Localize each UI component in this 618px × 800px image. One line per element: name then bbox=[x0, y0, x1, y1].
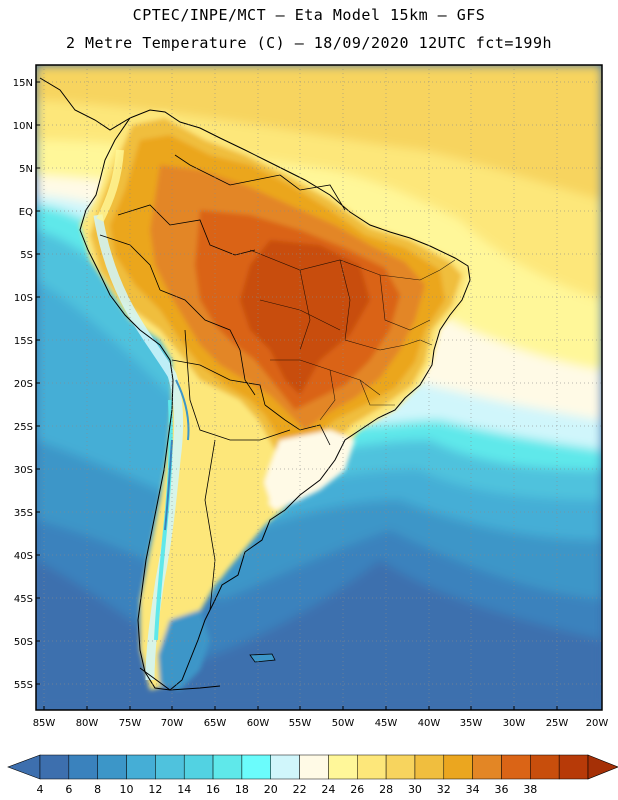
lat-label: 50S bbox=[14, 637, 33, 648]
colorbar-label: 38 bbox=[523, 783, 537, 796]
lat-label: 10S bbox=[14, 293, 33, 304]
colorbar-swatch bbox=[530, 754, 560, 780]
colorbar-label: 30 bbox=[408, 783, 422, 796]
colorbar-label: 34 bbox=[466, 783, 480, 796]
colorbar-arrow-low bbox=[7, 754, 41, 780]
colorbar-swatch bbox=[385, 754, 416, 780]
colorbar-swatch bbox=[501, 754, 531, 780]
colorbar-label: 28 bbox=[379, 783, 393, 796]
lat-label: 30S bbox=[14, 465, 33, 476]
colorbar-swatch bbox=[357, 754, 387, 780]
lon-label: 30W bbox=[503, 718, 526, 729]
colorbar-swatch bbox=[472, 754, 502, 780]
colorbar-label: 10 bbox=[120, 783, 134, 796]
colorbar-swatch bbox=[270, 754, 300, 780]
colorbar-label: 32 bbox=[437, 783, 451, 796]
colorbar-label: 6 bbox=[65, 783, 72, 796]
colorbar-label: 24 bbox=[321, 783, 335, 796]
lon-label: 75W bbox=[119, 718, 142, 729]
colorbar-label: 4 bbox=[37, 783, 44, 796]
lon-label: 65W bbox=[204, 718, 227, 729]
colorbar-label: 18 bbox=[235, 783, 249, 796]
colorbar-label: 20 bbox=[264, 783, 278, 796]
lat-label: EQ bbox=[19, 207, 33, 218]
colorbar-label: 16 bbox=[206, 783, 220, 796]
temperature-field bbox=[36, 65, 602, 710]
colorbar-swatch bbox=[212, 754, 243, 780]
colorbar-swatch bbox=[155, 754, 185, 780]
colorbar-swatch bbox=[558, 754, 589, 780]
lat-label: 5S bbox=[20, 250, 33, 261]
lat-label: 10N bbox=[13, 121, 33, 132]
lat-label: 20S bbox=[14, 379, 33, 390]
colorbar-swatch bbox=[241, 754, 271, 780]
lon-label: 80W bbox=[76, 718, 99, 729]
lon-label: 35W bbox=[460, 718, 483, 729]
lon-label: 25W bbox=[546, 718, 569, 729]
lat-label: 15S bbox=[14, 336, 33, 347]
lon-label: 55W bbox=[289, 718, 312, 729]
colorbar-label: 8 bbox=[94, 783, 101, 796]
colorbar-swatch bbox=[299, 754, 329, 780]
colorbar-swatch bbox=[39, 754, 70, 780]
lat-label: 35S bbox=[14, 508, 33, 519]
map-title-line2: 2 Metre Temperature (C) – 18/09/2020 12U… bbox=[65, 34, 553, 52]
lon-label: 45W bbox=[375, 718, 398, 729]
colorbar-swatch bbox=[183, 754, 214, 780]
map-title-line1: CPTEC/INPE/MCT – Eta Model 15km – GFS bbox=[132, 6, 486, 24]
colorbar-swatch bbox=[414, 754, 445, 780]
lon-label: 40W bbox=[418, 718, 441, 729]
lon-label: 50W bbox=[332, 718, 355, 729]
latitude-labels: 15N 10N 5N EQ 5S 10S 15S 20S 25S 30S 35S… bbox=[13, 78, 33, 691]
colorbar-label: 36 bbox=[494, 783, 508, 796]
colorbar-swatch bbox=[443, 754, 473, 780]
lon-label: 85W bbox=[33, 718, 56, 729]
map-frame bbox=[35, 64, 603, 711]
lon-label: 20W bbox=[586, 718, 609, 729]
lat-label: 40S bbox=[14, 551, 33, 562]
colorbar-label: 22 bbox=[293, 783, 307, 796]
longitude-labels: 85W 80W 75W 70W 65W 60W 55W 50W 45W 40W … bbox=[33, 718, 609, 729]
colorbar-swatch bbox=[328, 754, 358, 780]
colorbar-label: 12 bbox=[148, 783, 162, 796]
colorbar-label: 14 bbox=[177, 783, 191, 796]
colorbar-arrow-high bbox=[587, 754, 618, 780]
colorbar-swatch bbox=[97, 754, 127, 780]
colorbar-swatch bbox=[126, 754, 156, 780]
lat-label: 45S bbox=[14, 594, 33, 605]
colorbar-label: 26 bbox=[350, 783, 364, 796]
lat-label: 25S bbox=[14, 422, 33, 433]
colorbar: 4 6 8 10 12 14 16 18 20 22 24 26 28 30 32 34 36 38 bbox=[7, 754, 618, 796]
lat-label: 15N bbox=[13, 78, 33, 89]
colorbar-swatch bbox=[68, 754, 98, 780]
lon-label: 60W bbox=[247, 718, 270, 729]
lat-label: 5N bbox=[19, 164, 33, 175]
lat-label: 55S bbox=[14, 680, 33, 691]
lon-label: 70W bbox=[161, 718, 184, 729]
